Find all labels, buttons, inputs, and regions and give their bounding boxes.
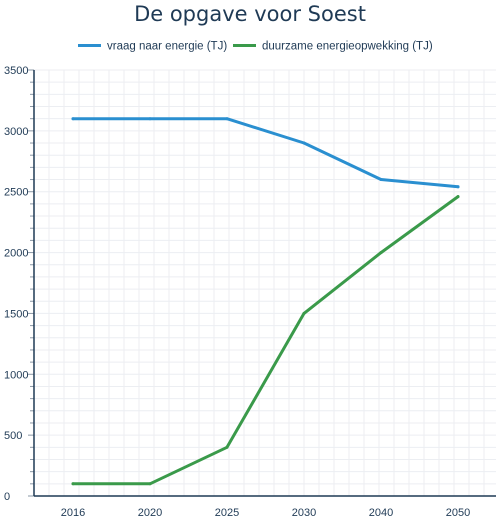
- data-point-renewable: [148, 482, 152, 486]
- x-tick-label: 2016: [61, 507, 85, 519]
- data-point-renewable: [225, 445, 229, 449]
- data-point-demand: [456, 185, 460, 189]
- legend-label-renewable: duurzame energieopwekking (TJ): [262, 41, 433, 53]
- x-tick-label: 2025: [215, 507, 239, 519]
- x-tick-label: 2040: [369, 507, 393, 519]
- y-tick-label: 1000: [4, 369, 28, 381]
- y-tick-label: 2500: [4, 187, 28, 199]
- x-tick-label: 2020: [138, 507, 162, 519]
- series-line-renewable: [71, 195, 460, 486]
- series-line-demand: [71, 117, 460, 189]
- x-tick-label: 2050: [446, 507, 470, 519]
- legend: vraag naar energie (TJ) duurzame energie…: [78, 41, 433, 53]
- series: [71, 117, 460, 486]
- data-point-demand: [148, 117, 152, 121]
- data-point-renewable: [71, 482, 75, 486]
- chart-title: De opgave voor Soest: [134, 2, 366, 26]
- axes: [28, 69, 496, 497]
- data-point-demand: [379, 178, 383, 181]
- legend-label-demand: vraag naar energie (TJ): [107, 41, 227, 53]
- y-tick-label: 2000: [4, 248, 28, 260]
- y-tick-label: 0: [4, 491, 10, 503]
- data-point-renewable: [456, 195, 460, 199]
- x-tick-label: 2030: [292, 507, 316, 519]
- data-point-renewable: [302, 311, 306, 315]
- gridlines: [34, 69, 496, 496]
- y-tick-label: 500: [4, 430, 22, 442]
- data-point-demand: [225, 117, 229, 121]
- data-point-demand: [71, 117, 75, 121]
- y-tick-label: 3500: [4, 65, 28, 77]
- tick-labels: 0 500 1000 1500 2000 2500 3000 3500 2016 2020 2025…: [4, 65, 470, 519]
- data-point-renewable: [379, 251, 383, 255]
- data-point-demand: [302, 141, 306, 145]
- y-tick-label: 3000: [4, 126, 28, 138]
- y-tick-label: 1500: [4, 308, 28, 320]
